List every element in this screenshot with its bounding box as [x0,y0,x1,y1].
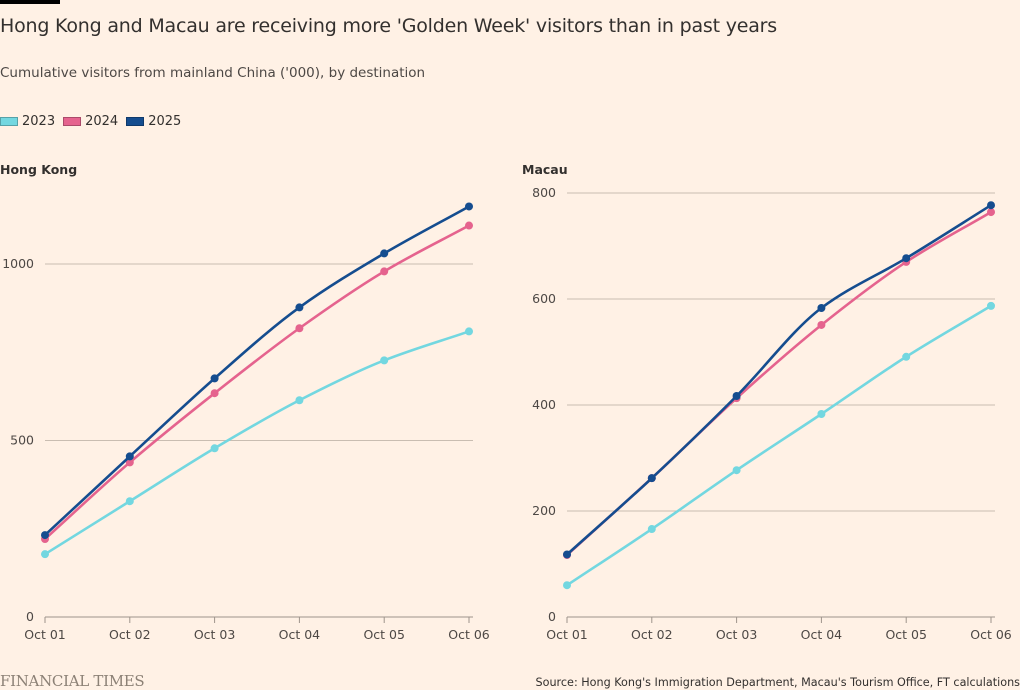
point-2025-5 [465,202,473,211]
line-2025 [565,203,993,556]
panel-macau: 0 200 400 600 800 Oct 01 Oct 02 Oct 03 Oct 04 Oct… [532,185,1012,642]
point-2025-2 [732,391,741,400]
y-tick-label-800: 800 [532,185,556,200]
legend-item-2025: 2025 [126,114,181,129]
point-2023-4 [380,356,389,365]
line-2023 [43,330,471,556]
line-2025 [43,205,471,537]
point-2024-2 [210,389,219,398]
point-2025-1 [647,474,656,483]
y-tick-label-500: 500 [10,433,34,448]
chart-subtitle: Cumulative visitors from mainland China … [0,65,426,81]
source-note: Source: Hong Kong's Immigration Departme… [535,676,1020,689]
point-2024-1 [125,458,134,467]
point-2025-4 [380,249,389,258]
y-tick-label-1000: 1000 [2,256,34,271]
point-2024-4 [380,267,389,276]
point-2024-5 [987,208,995,217]
point-2023-5 [465,327,473,336]
point-2023-1 [125,497,134,506]
x-tick-label-5: Oct 06 [448,627,490,642]
legend-swatch-2024 [63,117,82,126]
legend-swatch-2023 [0,117,18,126]
series-2024 [41,221,473,543]
series-2024 [563,208,995,559]
point-2023-0 [563,581,571,590]
x-tick-label-3: Oct 04 [279,627,321,642]
x-tick-label-0: Oct 01 [24,627,66,642]
x-tick-label-2: Oct 03 [194,627,236,642]
x-tick-label-1: Oct 02 [109,627,151,642]
y-tick-label-0: 0 [26,609,34,624]
point-2023-3 [295,396,304,405]
x-tick-label-3: Oct 04 [801,627,843,642]
y-tick-label-0: 0 [548,609,556,624]
legend-item-2024: 2024 [63,114,118,129]
x-tick-label-4: Oct 05 [363,627,405,642]
point-2025-0 [563,550,571,559]
series-2025 [563,201,995,559]
point-2023-3 [817,410,826,419]
panel-hong-kong: 0 500 1000 Oct 01 Oct 02 Oct 03 Oct 04 Oct 05 Oc… [2,202,490,642]
point-2023-1 [647,525,656,534]
point-2023-2 [732,466,741,475]
point-2023-0 [41,550,49,559]
chart-title: Hong Kong and Macau are receiving more '… [0,15,777,37]
point-2023-4 [902,352,911,361]
legend-item-2023: 2023 [0,114,55,129]
line-2024 [43,224,471,541]
legend-label-2024: 2024 [85,114,119,129]
series-2025 [41,202,473,540]
point-2023-2 [210,444,219,453]
legend: 2023 2024 2025 [0,114,189,129]
legend-label-2025: 2025 [148,114,182,129]
point-2024-5 [465,221,473,230]
x-tick-label-4: Oct 05 [885,627,927,642]
point-2023-5 [987,301,995,310]
x-tick-label-2: Oct 03 [716,627,758,642]
point-2024-3 [295,324,304,333]
x-tick-label-0: Oct 01 [546,627,588,642]
point-2025-0 [41,531,49,540]
panel-title-hong-kong: Hong Kong [0,162,78,177]
y-tick-label-600: 600 [532,291,556,306]
x-tick-label-5: Oct 06 [970,627,1012,642]
point-2025-1 [125,452,134,461]
series-2023 [563,301,995,590]
line-2024 [565,210,993,557]
point-2024-3 [817,320,826,329]
legend-label-2023: 2023 [22,114,56,129]
series-2023 [41,327,473,559]
ft-logo: FINANCIAL TIMES [0,672,145,690]
legend-swatch-2025 [126,117,145,126]
y-tick-label-200: 200 [532,503,556,518]
point-2025-3 [817,304,826,313]
x-tick-label-1: Oct 02 [631,627,673,642]
y-tick-label-400: 400 [532,397,556,412]
point-2025-2 [210,374,219,383]
point-2025-4 [902,254,911,263]
point-2025-5 [987,201,995,210]
panel-title-macau: Macau [522,162,568,177]
ft-top-bar [0,0,60,4]
point-2025-3 [295,303,304,312]
